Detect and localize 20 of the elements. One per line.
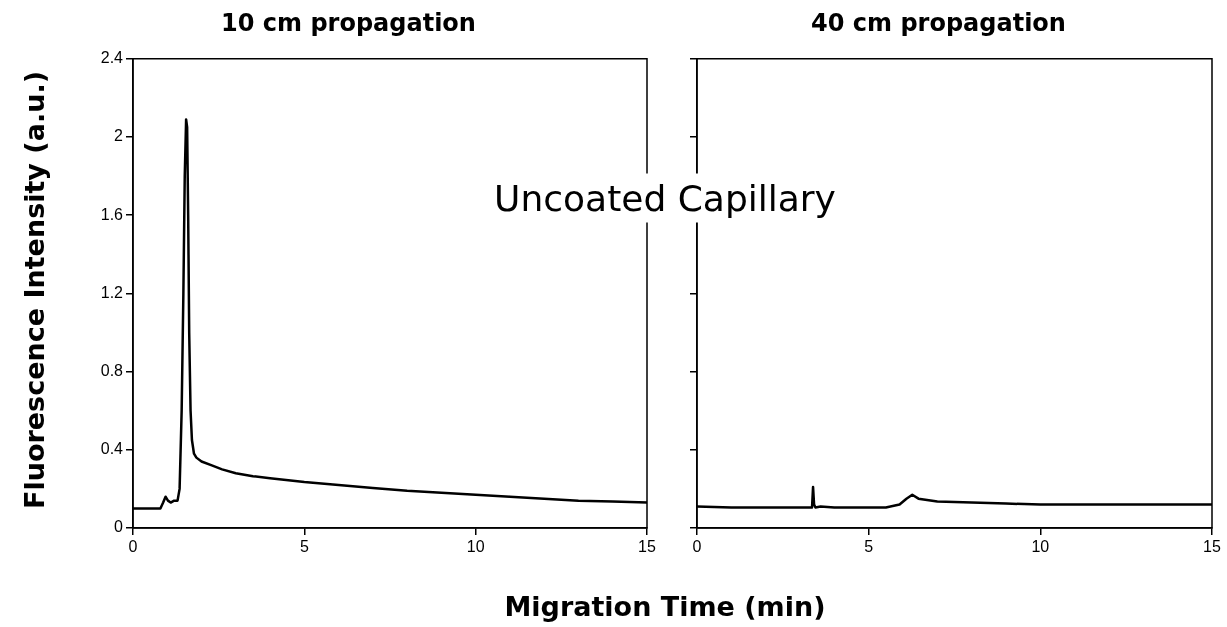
x-tick-label: 5 — [864, 538, 874, 556]
y-tick-label: 2 — [114, 127, 124, 145]
annotation: Uncoated Capillary — [492, 173, 838, 223]
y-tick-label: 0.4 — [100, 440, 124, 458]
x-tick-label: 0 — [128, 538, 138, 556]
y-tick-label: 1.2 — [100, 283, 124, 301]
x-tick-label: 5 — [299, 538, 309, 556]
x-tick-label: 15 — [638, 538, 656, 556]
y-tick-label: 0 — [114, 518, 124, 536]
chart-title: 10 cm propagation — [221, 8, 476, 37]
x-tick-label: 10 — [466, 538, 485, 556]
y-tick-label: 1.6 — [100, 205, 124, 223]
y-tick-label: 2.4 — [100, 49, 124, 67]
x-axis-title: Migration Time (min) — [504, 590, 826, 622]
chart-title: 40 cm propagation — [811, 8, 1066, 37]
x-tick-label: 15 — [1203, 538, 1221, 556]
x-tick-label: 0 — [692, 538, 702, 556]
x-tick-label: 10 — [1031, 538, 1050, 556]
y-axis-title: Fluorescence Intensity (a.u.) — [18, 71, 50, 509]
y-tick-label: 0.8 — [100, 362, 124, 380]
